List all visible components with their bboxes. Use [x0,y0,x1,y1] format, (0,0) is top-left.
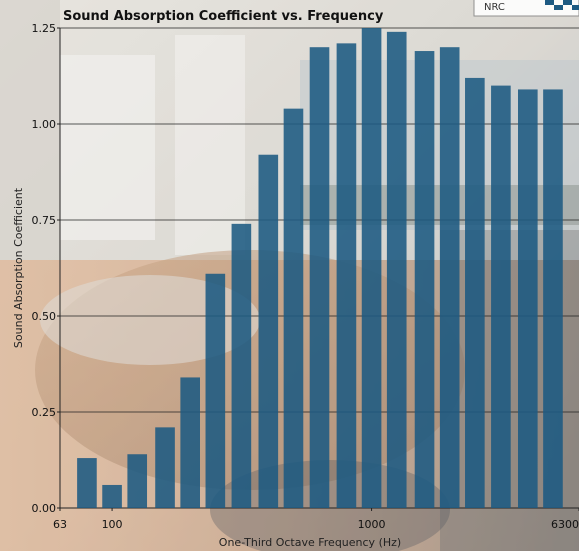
bar-80hz [77,458,97,508]
y-tick-label: 1.25 [32,22,57,35]
bar-5000hz [543,89,563,508]
y-tick-label: 0.75 [32,214,57,227]
bars [77,28,563,509]
bar-160hz [155,427,175,508]
legend-swatch-nrc [545,0,579,10]
legend: NRC [473,0,579,17]
bar-315hz [231,223,252,508]
bar-1000hz [361,28,382,508]
x-tick-label: 63 [53,518,67,531]
bar-2500hz [465,77,485,509]
bar-125hz [127,454,148,508]
bar-4000hz [518,89,538,508]
y-tick-labels: 0.00 0.25 0.50 0.75 1.00 1.25 [32,22,60,515]
bar-2000hz [439,47,460,508]
x-tick-label: 100 [102,518,123,531]
y-tick-label: 0.25 [32,406,57,419]
bar-500hz [283,108,304,508]
bar-3150hz [491,85,511,508]
y-axis-label: Sound Absorption Coefficient [12,187,25,348]
bar-1600hz [414,51,435,508]
bar-400hz [258,154,279,508]
x-tick-label: 6300 [551,518,579,531]
chart-title: Sound Absorption Coefficient vs. Frequen… [63,9,384,24]
bar-800hz [336,43,357,509]
y-tick-label: 0.50 [32,310,57,323]
bar-630hz [309,47,330,508]
bar-250hz [205,273,226,508]
y-tick-label: 1.00 [32,118,57,131]
bar-200hz [180,377,200,508]
x-tick-label: 1000 [358,518,386,531]
x-tick-labels: 63 100 1000 6300 [53,508,579,531]
bar-100hz [102,484,122,508]
legend-label-nrc: NRC [484,2,505,13]
bar-1250hz [386,31,407,509]
y-tick-label: 0.00 [32,502,57,515]
x-axis-label: One-Third Octave Frequency (Hz) [219,536,401,549]
